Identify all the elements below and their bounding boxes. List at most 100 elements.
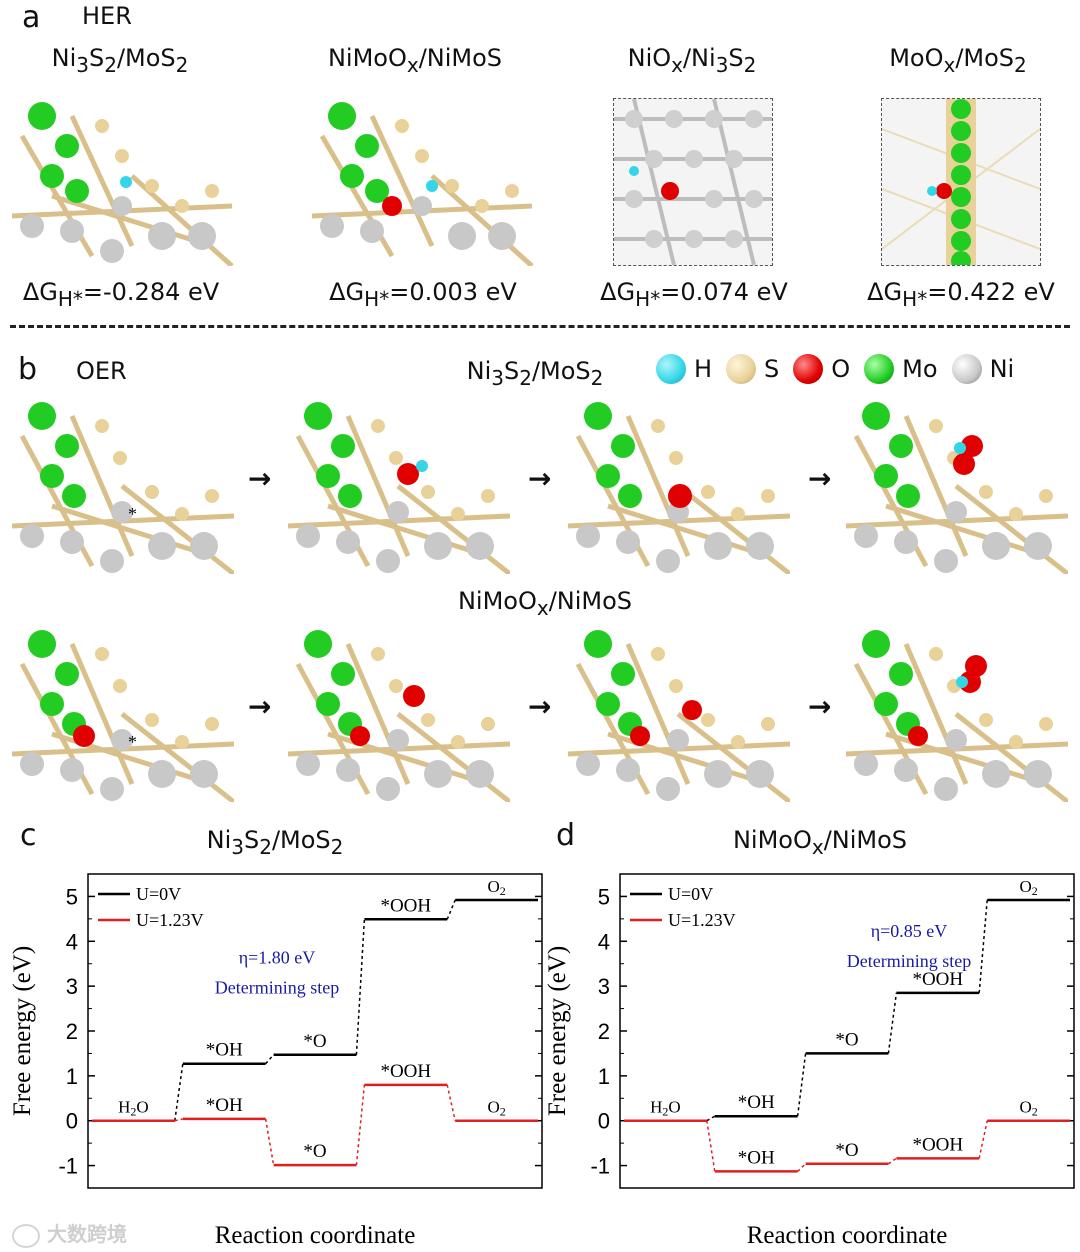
oer-step-arrow-1-2: → — [528, 462, 552, 495]
her-dg-1: ΔGH*=-0.284 eV — [22, 278, 220, 311]
legend-label-0: U=0V — [668, 884, 713, 904]
her-dg-1-value: -0.284 eV — [102, 278, 220, 306]
y-tick-label: 0 — [66, 1109, 78, 1134]
step-label-u0-3: *OOH — [380, 895, 431, 916]
annotation-determining-step: Determining step — [847, 951, 971, 971]
y-axis-label: Free energy (eV) — [9, 946, 36, 1116]
step-label-u123-3: *OOH — [912, 1134, 963, 1155]
svg-text:*: * — [128, 732, 137, 752]
panel-a-letter: a — [22, 0, 41, 35]
chart-c: -1 0 1 2 3 4 5 Reaction coordinate Free energy (… — [9, 873, 543, 1249]
her-dg-2: ΔGH*=0.003 eV — [329, 278, 517, 311]
panel-b-title: OER — [76, 357, 127, 385]
chart-c-title: Ni3S2/MoS2 — [206, 826, 344, 859]
her-dg-4: ΔGH*=0.422 eV — [867, 278, 1055, 311]
mo-atom-icon — [864, 354, 895, 384]
step-label-u0-4: O2 — [487, 877, 505, 898]
step-label-u0-2: *O — [303, 1031, 326, 1052]
connector-u123-1 — [797, 1163, 807, 1172]
her-material-3: NiOx/Ni3S2 — [627, 44, 757, 77]
oer-structure-2-1: * — [12, 630, 234, 802]
step-label-u123-1: *OH — [206, 1095, 243, 1116]
step-label-u0-0: H2O — [118, 1098, 149, 1119]
step-label-u123-4: O2 — [487, 1098, 505, 1119]
oer-row1-label: Ni3S2/MoS2 — [466, 357, 604, 390]
oer-structure-2-2 — [288, 630, 510, 802]
connector-u123-3 — [446, 1084, 456, 1121]
legend-item-mo: Mo — [864, 354, 938, 384]
y-tick-label: 2 — [598, 1019, 610, 1044]
annotation-eta: η=1.80 eV — [239, 948, 316, 968]
y-tick-label: 3 — [66, 974, 78, 999]
connector-u123-0 — [706, 1120, 716, 1172]
her-structure-4 — [881, 98, 1041, 266]
step-label-u0-3: *OOH — [912, 969, 963, 990]
her-dg-3-value: 0.074 eV — [680, 278, 788, 306]
oer-step-arrow-1-1: → — [248, 462, 272, 495]
her-material-2: NiMoOx/NiMoS — [327, 44, 503, 77]
legend-label-1: U=1.23V — [668, 910, 736, 930]
y-tick-label: 4 — [598, 929, 610, 954]
her-material-1: Ni3S2/MoS2 — [51, 44, 189, 77]
connector-u0-3 — [446, 899, 456, 920]
element-legend: H S O Mo Ni — [656, 354, 1014, 384]
oer-step-arrow-2-1: → — [248, 690, 272, 723]
y-tick-label: 3 — [598, 974, 610, 999]
legend-label-1: U=1.23V — [136, 910, 204, 930]
step-label-u123-1: *OH — [738, 1147, 775, 1168]
step-label-u123-3: *OOH — [380, 1061, 431, 1082]
step-label-u0-2: *O — [835, 1029, 858, 1050]
structure-svg — [614, 99, 772, 265]
oer-step-arrow-2-3: → — [808, 690, 832, 723]
oer-step-arrow-2-2: → — [528, 690, 552, 723]
structure-svg — [312, 102, 534, 266]
oer-step-arrow-1-3: → — [808, 462, 832, 495]
oer-structure-1-4 — [846, 402, 1068, 574]
legend-item-s: S — [726, 354, 779, 384]
connector-u123-3 — [978, 1120, 988, 1159]
her-material-4: MoOx/MoS2 — [889, 44, 1027, 77]
x-axis-label: Reaction coordinate — [215, 1222, 416, 1249]
structure-svg — [12, 102, 234, 266]
legend-item-o: O — [793, 354, 850, 384]
watermark-logo-icon — [12, 1223, 40, 1248]
legend-item-h: H — [656, 354, 712, 384]
chart-d: -1 0 1 2 3 4 5 Reaction coordinate Free energy (… — [544, 873, 1075, 1249]
step-label-u0-0: H2O — [650, 1098, 681, 1119]
connector-u0-0 — [706, 1115, 716, 1122]
y-axis-label: Free energy (eV) — [544, 946, 571, 1116]
y-tick-label: 1 — [66, 1064, 78, 1089]
step-label-u0-1: *OH — [206, 1040, 243, 1061]
her-structure-1 — [12, 96, 234, 266]
oer-row2-label: NiMoOx/NiMoS — [457, 587, 633, 620]
connector-u0-2 — [355, 919, 366, 1055]
connector-u0-3 — [978, 899, 988, 993]
y-tick-label: 5 — [66, 884, 78, 909]
oer-structure-1-3 — [568, 402, 790, 574]
s-atom-icon — [726, 354, 757, 384]
oer-structure-1-1: * — [12, 402, 234, 574]
x-axis-label: Reaction coordinate — [747, 1222, 948, 1249]
connector-u123-0 — [174, 1118, 183, 1122]
step-label-u0-4: O2 — [1019, 877, 1037, 898]
oer-structure-2-4 — [846, 630, 1068, 802]
panel-a-title: HER — [82, 2, 132, 30]
her-dg-2-value: 0.003 eV — [409, 278, 517, 306]
panel-d-letter: d — [556, 818, 576, 853]
legend-label-0: U=0V — [136, 884, 181, 904]
her-dg-4-value: 0.422 eV — [947, 278, 1055, 306]
step-label-u123-2: *O — [303, 1141, 326, 1162]
y-tick-label: 1 — [598, 1064, 610, 1089]
y-tick-label: 0 — [598, 1109, 610, 1134]
chart-d-title: NiMoOx/NiMoS — [732, 826, 908, 859]
annotation-determining-step: Determining step — [215, 978, 339, 998]
y-tick-label: -1 — [58, 1154, 78, 1179]
y-tick-label: 4 — [66, 929, 78, 954]
structure-svg — [882, 99, 1040, 265]
step-label-u0-1: *OH — [738, 1092, 775, 1113]
h-atom-icon — [656, 354, 686, 384]
connector-u0-2 — [887, 992, 898, 1054]
ni-atom-icon — [951, 354, 982, 384]
her-structure-3 — [613, 98, 773, 266]
svg-text:*: * — [128, 504, 137, 524]
